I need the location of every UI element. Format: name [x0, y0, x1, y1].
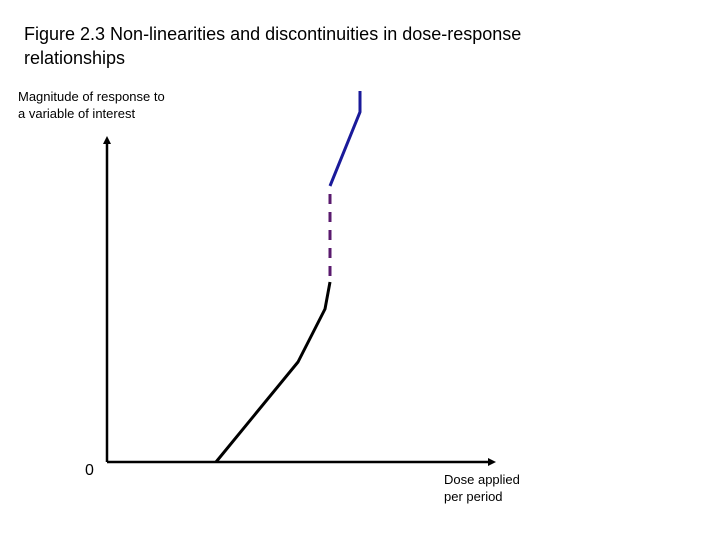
x-axis-label: Dose applied per period: [444, 471, 520, 505]
upper-response-curve: [328, 91, 362, 187]
x-axis-label-line-1: Dose applied: [444, 472, 520, 487]
origin-label: 0: [85, 462, 94, 479]
figure-title-line-2: relationships: [24, 48, 126, 68]
figure-title: Figure 2.3 Non-linearities and discontin…: [24, 22, 664, 70]
figure-title-line-1: Figure 2.3 Non-linearities and discontin…: [24, 24, 522, 44]
x-axis-label-line-2: per period: [444, 489, 503, 504]
y-axis-label-line-1: Magnitude of response to: [18, 89, 165, 104]
y-axis-label-line-2: a variable of interest: [18, 106, 136, 121]
y-axis-label: Magnitude of response to a variable of i…: [18, 88, 218, 122]
lower-response-curve: [214, 281, 332, 463]
